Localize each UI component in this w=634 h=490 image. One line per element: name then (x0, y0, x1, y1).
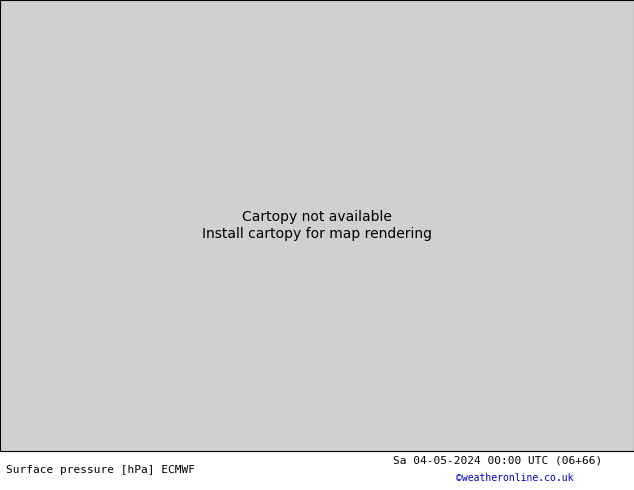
Text: Cartopy not available
Install cartopy for map rendering: Cartopy not available Install cartopy fo… (202, 210, 432, 241)
Text: Surface pressure [hPa] ECMWF: Surface pressure [hPa] ECMWF (6, 465, 195, 475)
Text: Sa 04-05-2024 00:00 UTC (06+66): Sa 04-05-2024 00:00 UTC (06+66) (393, 455, 602, 465)
Text: ©weatheronline.co.uk: ©weatheronline.co.uk (456, 473, 574, 483)
